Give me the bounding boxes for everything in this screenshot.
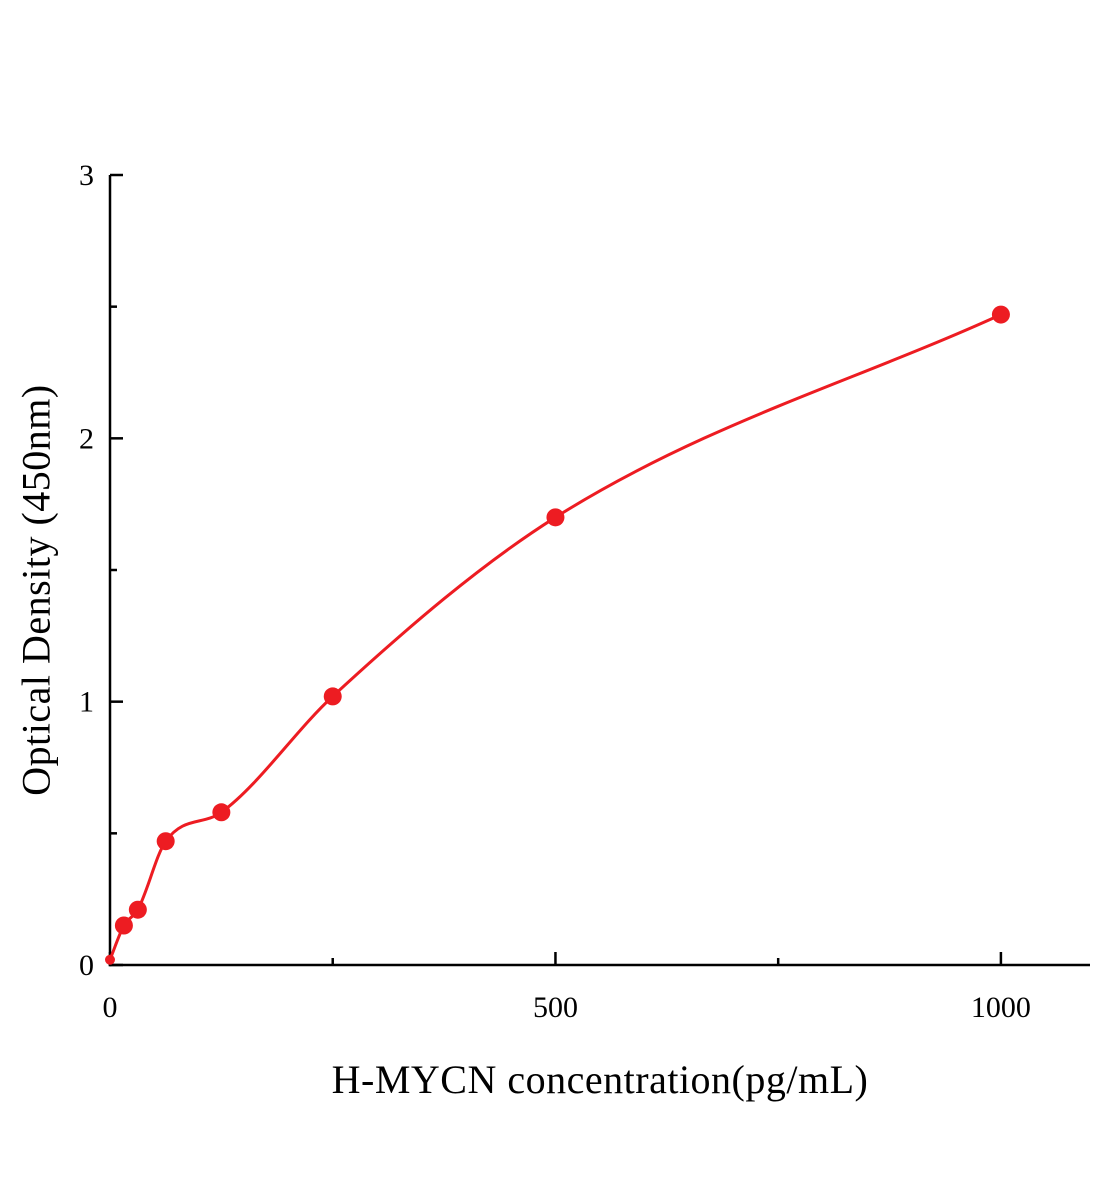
fit-curve [108,313,1003,962]
data-point [991,305,1010,324]
data-point [105,954,115,965]
y-tick-label: 2 [79,422,94,455]
data-point [323,687,342,706]
y-tick-label: 0 [79,949,94,982]
x-tick-label: 500 [533,991,578,1024]
x-tick-label: 0 [103,991,118,1024]
x-tick-label: 1000 [971,991,1031,1024]
x-axis-title: H-MYCN concentration(pg/mL) [331,1057,869,1102]
y-axis-title: Optical Density (450nm) [13,384,59,796]
data-point [546,508,565,527]
y-tick-label: 1 [79,686,94,719]
data-point [128,900,147,919]
data-point [212,803,231,822]
y-tick-label: 3 [79,159,94,192]
data-point [156,832,175,851]
data-point [114,916,133,935]
